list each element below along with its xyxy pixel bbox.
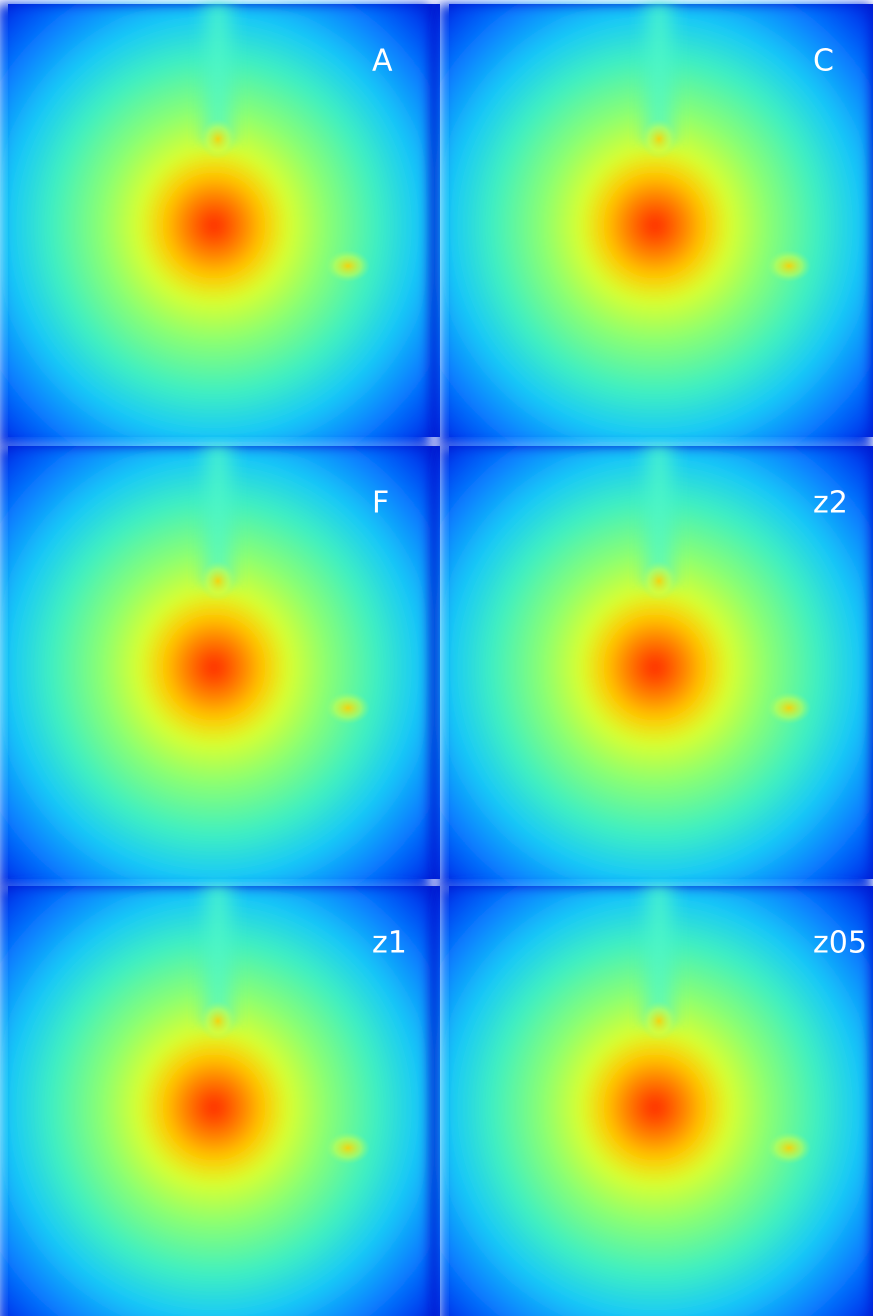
heatmap-blob: [200, 561, 236, 601]
heatmap-blob: [767, 1132, 811, 1164]
panel-label: C: [813, 44, 834, 79]
heatmap-blob: [641, 561, 677, 601]
panel-label: F: [372, 486, 389, 521]
panel-label: z1: [372, 926, 407, 961]
panel-label: A: [372, 44, 393, 79]
heatmap-blob: [326, 1132, 370, 1164]
heatmap-blob: [767, 692, 811, 724]
heatmap-panel: C: [439, 4, 873, 447]
heatmap-blob: [200, 1001, 236, 1041]
heatmap-blob: [641, 119, 677, 159]
heatmap-blob: [200, 119, 236, 159]
heatmap-blob: [767, 250, 811, 282]
heatmap-blob: [641, 1001, 677, 1041]
heatmap-panel: F: [0, 446, 440, 889]
heatmap-blob: [326, 692, 370, 724]
panel-label: z05: [813, 926, 867, 961]
heatmap-panel: z05: [439, 886, 873, 1316]
heatmap-panel: A: [0, 4, 440, 447]
heatmap-blob: [326, 250, 370, 282]
heatmap-panel: z1: [0, 886, 440, 1316]
heatmap-panel: z2: [439, 446, 873, 889]
panel-label: z2: [813, 486, 848, 521]
